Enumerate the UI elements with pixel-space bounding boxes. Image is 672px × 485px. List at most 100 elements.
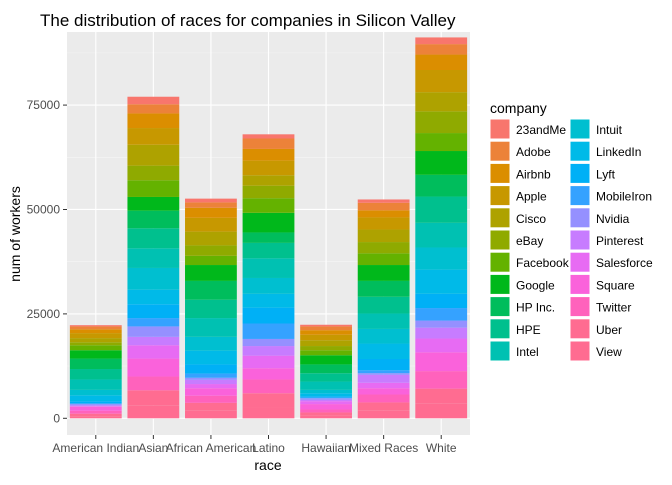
- bar-segment: [243, 393, 295, 407]
- legend-key: [570, 163, 590, 183]
- bar-segment: [243, 323, 295, 338]
- legend-label: Facebook: [516, 256, 570, 270]
- bar-segment: [300, 355, 352, 364]
- bar-segment: [127, 326, 179, 336]
- legend-label: Intuit: [596, 123, 623, 137]
- bar-segment: [127, 128, 179, 145]
- bar-segment: [415, 294, 467, 308]
- bar-segment: [415, 403, 467, 418]
- bar-segment: [358, 297, 410, 314]
- legend-key: [570, 252, 590, 272]
- legend-label: MobileIron: [596, 190, 652, 204]
- bar-segment: [185, 300, 237, 318]
- legend-key: [490, 163, 510, 183]
- legend-label: eBay: [516, 234, 543, 248]
- bar-segment: [243, 149, 295, 161]
- bar-segment: [358, 359, 410, 370]
- bar-segment: [185, 265, 237, 281]
- bar-segment: [70, 326, 122, 329]
- bar-segment: [415, 197, 467, 223]
- bar-segment: [415, 133, 467, 151]
- bar-segment: [415, 151, 467, 175]
- legend-key: [490, 230, 510, 250]
- bar-segment: [243, 346, 295, 356]
- bar-segment: [243, 138, 295, 148]
- bar-segment: [300, 398, 352, 400]
- bar-segment: [300, 410, 352, 413]
- bar-segment: [358, 199, 410, 202]
- bar-segment: [127, 318, 179, 326]
- bar-segment: [185, 388, 237, 396]
- legend-key: [570, 141, 590, 161]
- bar-segment: [70, 404, 122, 405]
- legend-label: LinkedIn: [596, 145, 641, 159]
- bar-segment: [127, 104, 179, 113]
- legend-label: Cisco: [516, 212, 546, 226]
- legend-key: [490, 119, 510, 139]
- bar-segment: [127, 406, 179, 419]
- bar-segment: [358, 313, 410, 328]
- bar-segment: [300, 396, 352, 397]
- bar-segment: [185, 202, 237, 207]
- bar-segment: [300, 404, 352, 409]
- bar-segment: [185, 199, 237, 203]
- legend-label: View: [596, 345, 622, 359]
- bar-segment: [243, 278, 295, 294]
- bar-segment: [70, 369, 122, 379]
- bar-segment: [185, 411, 237, 419]
- bar-segment: [415, 70, 467, 92]
- bar-segment: [243, 186, 295, 199]
- bar-segment: [70, 390, 122, 395]
- bar-segment: [300, 340, 352, 346]
- bar-segment: [70, 329, 122, 333]
- bar-segment: [127, 145, 179, 166]
- legend-label: HPE: [516, 323, 541, 337]
- bar-segment: [358, 375, 410, 383]
- legend-key: [570, 119, 590, 139]
- legend-title: company: [490, 100, 547, 116]
- legend-key: [490, 186, 510, 206]
- bar-segment: [70, 395, 122, 401]
- bar-segment: [243, 213, 295, 233]
- legend-label: Adobe: [516, 145, 551, 159]
- bar-segment: [243, 134, 295, 138]
- legend-label: Salesforce: [596, 256, 653, 270]
- bar-segment: [358, 394, 410, 402]
- y-tick-label: 75000: [27, 98, 61, 112]
- legend-label: Google: [516, 278, 555, 292]
- bar-segment: [415, 111, 467, 133]
- bar-segment: [358, 230, 410, 243]
- bar-segment: [358, 383, 410, 388]
- bar-segment: [358, 388, 410, 394]
- bar-segment: [70, 411, 122, 414]
- bar-segment: [70, 379, 122, 389]
- bar-segment: [70, 325, 122, 326]
- y-tick-label: 25000: [27, 307, 61, 321]
- bar-segment: [70, 333, 122, 338]
- bar-segment: [300, 346, 352, 350]
- bar-segment: [243, 407, 295, 418]
- legend-label: Pinterest: [596, 234, 644, 248]
- bar-segment: [127, 113, 179, 128]
- bar-segment: [358, 344, 410, 359]
- bar-segment: [358, 253, 410, 265]
- bar-segment: [243, 175, 295, 185]
- legend-key: [570, 319, 590, 339]
- legend-label: Twitter: [596, 301, 631, 315]
- legend-key: [490, 252, 510, 272]
- legend-label: Lyft: [596, 167, 616, 181]
- bar-segment: [415, 44, 467, 54]
- legend-label: Intel: [516, 345, 539, 359]
- bar-segment: [185, 245, 237, 255]
- bar-segment: [127, 337, 179, 345]
- y-tick-label: 0: [53, 411, 60, 425]
- bar-segment: [358, 402, 410, 410]
- bar-segment: [70, 345, 122, 350]
- bar-segment: [415, 270, 467, 294]
- bar-segment: [127, 228, 179, 248]
- bar-segment: [243, 368, 295, 379]
- bar-segment: [300, 364, 352, 373]
